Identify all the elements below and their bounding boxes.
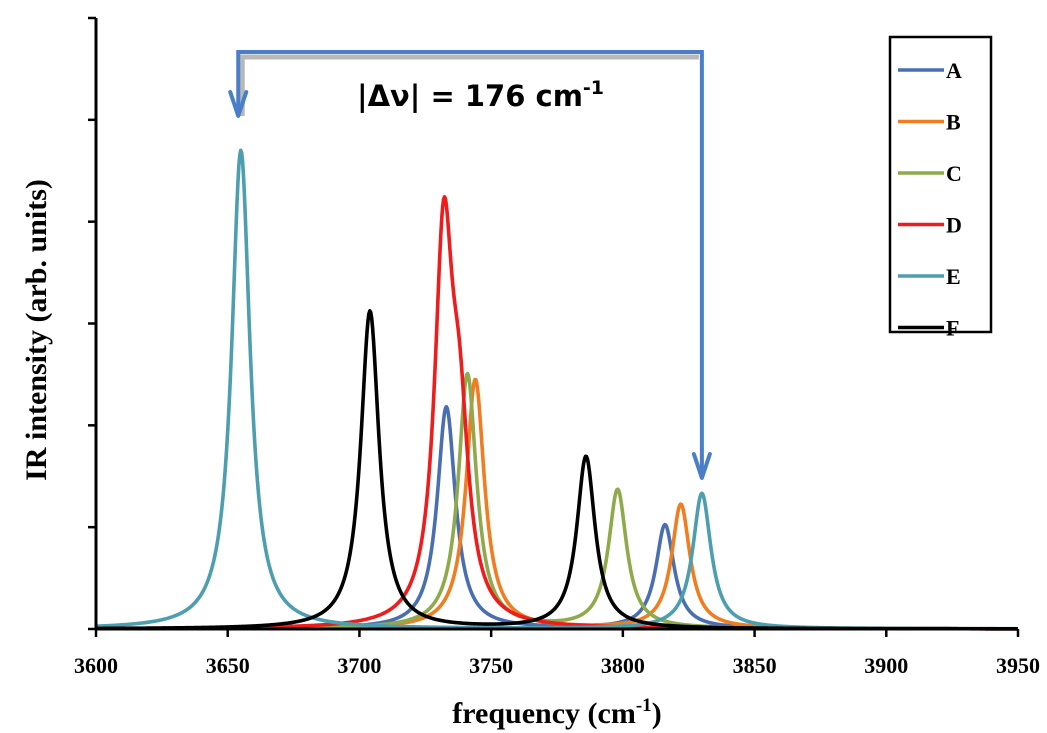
series-A-line: [95, 404, 1019, 631]
bracket-shadow: [239, 54, 699, 116]
delta-nu-annotation: |Δν| = 176 cm-1: [228, 50, 712, 480]
legend-items: A B C D E F: [898, 58, 962, 341]
arrow-head-left: [228, 90, 249, 118]
series-C-line: [95, 371, 1019, 631]
legend: A B C D E F: [888, 35, 993, 341]
x-tick-label: 3950: [996, 653, 1040, 678]
bracket-arrow-line: [236, 50, 704, 478]
legend-label-A: A: [946, 58, 962, 83]
x-tick-label: 3800: [601, 653, 645, 678]
delta-nu-label-sup: -1: [583, 77, 604, 99]
y-ticks: [88, 16, 96, 631]
legend-box: [888, 35, 993, 334]
legend-label-E: E: [946, 264, 961, 289]
legend-label-F: F: [946, 316, 959, 341]
x-tick-label: 3600: [74, 653, 118, 678]
series-E-line: [95, 148, 1019, 631]
delta-nu-label-main: |Δν| = 176 cm: [357, 79, 583, 113]
series-F-line: [95, 309, 1019, 631]
series-B-line: [95, 377, 1019, 631]
x-axis-title: frequency (cm-1): [452, 695, 661, 730]
x-axis-title-main: frequency (cm: [452, 697, 636, 730]
arrow-head-right: [691, 452, 712, 480]
legend-label-D: D: [946, 213, 962, 238]
x-tick-label: 3700: [337, 653, 381, 678]
delta-nu-label: |Δν| = 176 cm-1: [357, 77, 604, 113]
x-axis-title-sup: -1: [636, 695, 652, 716]
legend-label-C: C: [946, 161, 962, 186]
x-axis-title-end: ): [652, 697, 662, 730]
x-tick-label: 3750: [469, 653, 513, 678]
y-axis-title: IR intensity (arb. units): [20, 179, 53, 481]
x-tick-label: 3900: [864, 653, 908, 678]
x-tick-label: 3850: [733, 653, 777, 678]
series-layer: [95, 148, 1019, 631]
x-tick-label: 3650: [206, 653, 250, 678]
x-ticks: 3600 3650 3700 3750 3800 3850 3900 3950: [74, 629, 1040, 678]
legend-label-B: B: [946, 110, 961, 135]
